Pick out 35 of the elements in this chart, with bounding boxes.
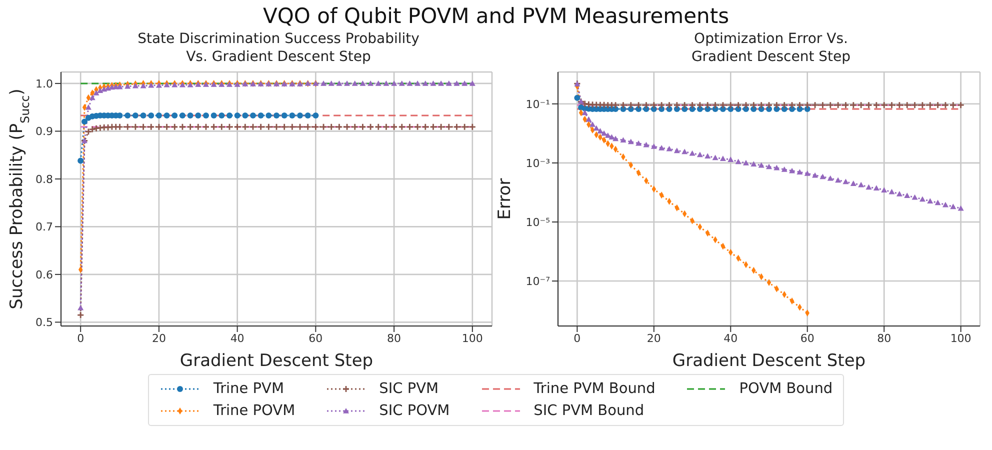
legend-label: Trine POVM xyxy=(213,403,296,419)
x-tick-label: 0 xyxy=(574,332,581,345)
legend-label: POVM Bound xyxy=(739,381,833,397)
y-tick-label: 10⁻⁵ xyxy=(526,216,550,229)
x-tick-label: 80 xyxy=(387,332,402,345)
y-tick-label: 10⁻⁷ xyxy=(526,274,550,288)
chart-subtitle: State Discrimination Success Probability Vs. Gradient Descent Step xyxy=(136,30,420,66)
legend-label: SIC PVM xyxy=(379,381,439,397)
x-tick-label: 20 xyxy=(152,332,166,345)
y-tick-label: 0.6 xyxy=(36,268,53,282)
y-tick-label: 1.0 xyxy=(36,77,53,90)
x-tick-label: 60 xyxy=(308,332,323,345)
y-tick-label: 0.8 xyxy=(36,172,53,186)
y-tick-label: 0.5 xyxy=(36,316,53,330)
x-tick-label: 60 xyxy=(800,332,814,345)
chart-title: VQO of Qubit POVM and PVM Measurements xyxy=(262,4,730,30)
legend-label: Trine PVM Bound xyxy=(534,381,656,397)
x-tick-label: 20 xyxy=(646,332,661,345)
x-tick-label: 100 xyxy=(950,332,972,345)
legend-label: SIC PVM Bound xyxy=(534,403,644,419)
legend-label: SIC POVM xyxy=(379,403,450,419)
x-tick-label: 100 xyxy=(462,332,483,345)
y-axis-title: Error xyxy=(495,178,515,220)
y-tick-label: 0.9 xyxy=(36,125,53,138)
x-axis-title: Gradient Descent Step xyxy=(180,351,374,371)
y-tick-label: 0.7 xyxy=(36,220,53,234)
x-tick-label: 0 xyxy=(77,332,84,345)
x-tick-label: 40 xyxy=(230,332,244,345)
x-tick-label: 40 xyxy=(724,332,738,345)
x-tick-label: 80 xyxy=(877,332,892,345)
chart-subtitle: Optimization Error Vs. Gradient Descent Step xyxy=(690,30,852,66)
y-tick-label: 10⁻¹ xyxy=(526,98,550,111)
legend-label: Trine PVM xyxy=(213,381,284,397)
y-tick-label: 10⁻³ xyxy=(526,156,550,170)
x-axis-title: Gradient Descent Step xyxy=(672,351,866,371)
